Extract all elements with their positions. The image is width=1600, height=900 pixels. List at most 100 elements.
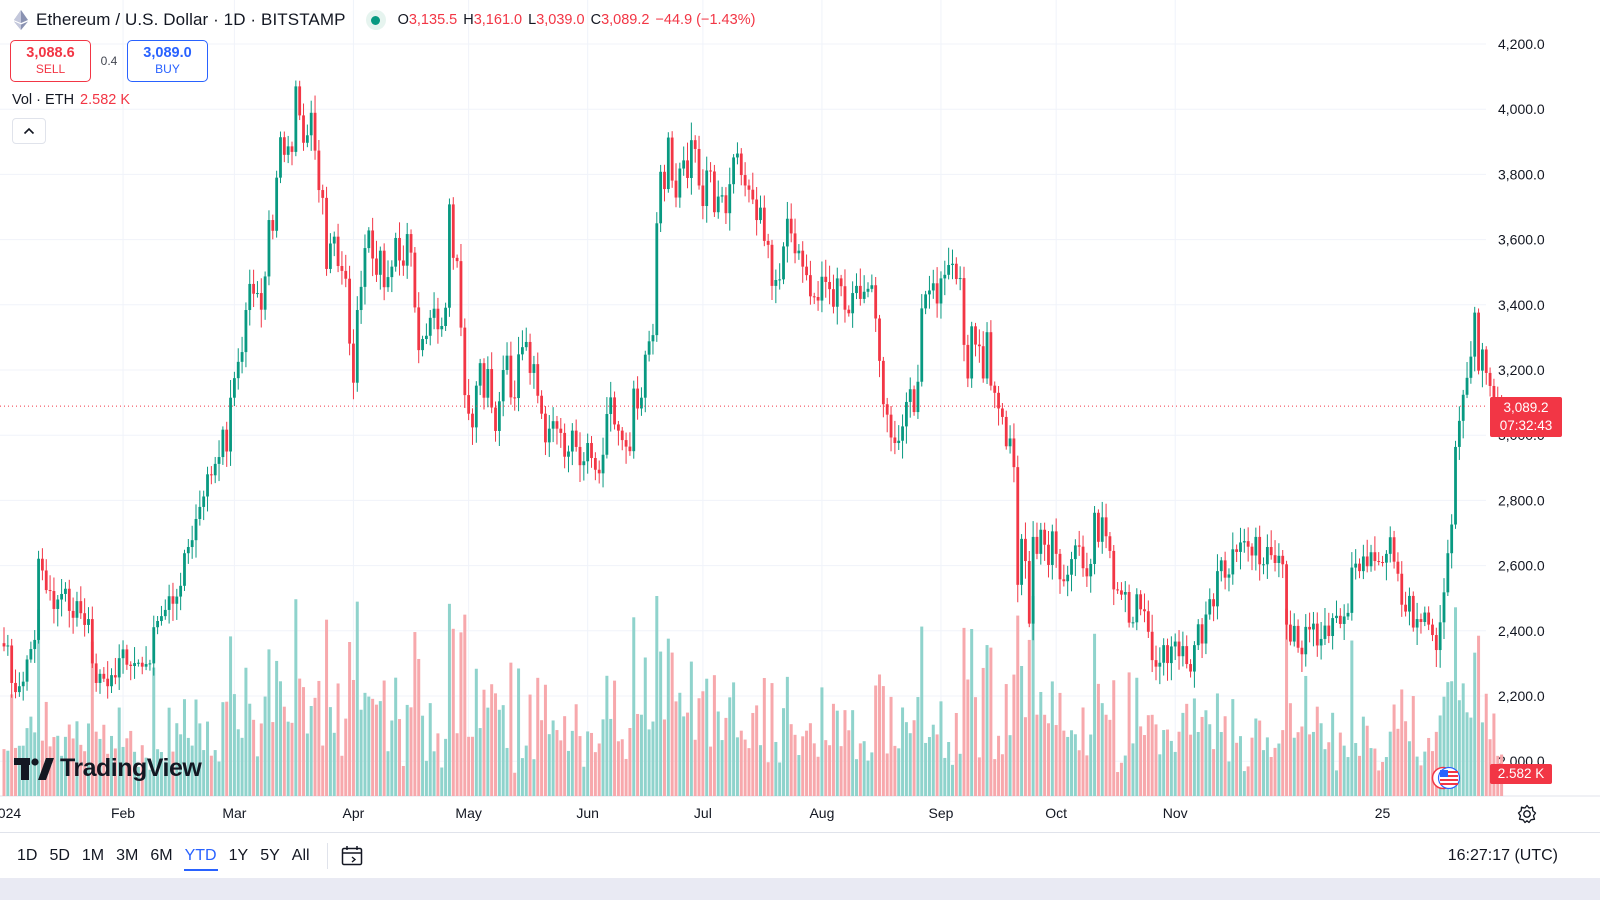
range-button-all[interactable]: All [291, 846, 310, 864]
volume-bar [1269, 756, 1273, 796]
candle [478, 358, 482, 396]
volume-bar [1043, 714, 1047, 796]
volume-bar [52, 737, 56, 796]
volume-bar [1454, 607, 1458, 796]
volume-bar [432, 751, 436, 796]
symbol-title[interactable]: Ethereum / U.S. Dollar · 1D · BITSTAMP [36, 10, 346, 29]
volume-bar [217, 761, 221, 796]
candle [1185, 635, 1189, 669]
candle [394, 232, 398, 272]
price-chart[interactable]: 4,200.0 4,000.0 3,800.0 3,600.0 3,400.0 3,200… [0, 0, 1600, 832]
volume-bar [655, 596, 659, 796]
volume-legend[interactable]: Vol · ETH 2.582 K [12, 92, 130, 108]
candle [916, 364, 920, 419]
range-button-3m[interactable]: 3M [116, 846, 139, 864]
candle [636, 376, 639, 420]
candle [1392, 530, 1396, 569]
candle [1373, 536, 1377, 571]
candle [494, 401, 497, 442]
volume-bar [275, 660, 279, 796]
range-button-1d[interactable]: 1D [17, 846, 38, 864]
candle [590, 436, 593, 468]
range-button-1y[interactable]: 1Y [228, 846, 249, 864]
volume-bar [1311, 731, 1315, 796]
range-button-ytd[interactable]: YTD [180, 839, 222, 873]
candle [1127, 584, 1131, 628]
candle [547, 415, 551, 457]
volume-bar [1154, 724, 1158, 796]
candle [305, 124, 309, 148]
collapse-legend-button[interactable] [12, 118, 46, 144]
candle [785, 201, 789, 263]
candle [1181, 631, 1185, 667]
candle [344, 254, 348, 288]
candle [1004, 410, 1008, 450]
volume-bar [758, 745, 762, 796]
volume-bar [1354, 743, 1358, 796]
volume-bar [60, 755, 64, 796]
volume-bar [259, 723, 263, 796]
candle [1323, 607, 1327, 645]
candle [390, 260, 394, 293]
candle [736, 142, 739, 165]
candle [1442, 578, 1446, 640]
candle [1358, 558, 1361, 579]
candle [1027, 550, 1031, 628]
candle [1200, 618, 1204, 659]
candle [501, 355, 505, 417]
candle [728, 167, 732, 231]
volume-bar [678, 692, 682, 796]
candle [839, 274, 843, 297]
gear-icon[interactable] [1516, 803, 1538, 825]
candle [1219, 557, 1223, 582]
volume-bar [1089, 734, 1093, 796]
volume-bar [1146, 715, 1150, 796]
volume-bar [1054, 725, 1058, 796]
candle [1300, 640, 1304, 672]
volume-bar [494, 693, 498, 796]
range-button-5y[interactable]: 5Y [260, 846, 280, 864]
candle [820, 261, 824, 313]
tradingview-logo[interactable]: TradingView [14, 754, 202, 783]
candle [981, 331, 985, 383]
volume-bar [601, 719, 605, 796]
sell-button[interactable]: 3,088.6 SELL [10, 40, 91, 82]
volume-bar [597, 743, 601, 796]
volume-bar [1281, 730, 1285, 796]
candle [83, 598, 87, 637]
volume-bar [1192, 698, 1196, 796]
range-button-6m[interactable]: 6M [150, 846, 173, 864]
volume-bar [931, 724, 935, 796]
candle [417, 292, 421, 364]
volume-bar [209, 755, 213, 796]
trade-panel: 3,088.6 SELL 0.4 3,089.0 BUY [10, 40, 208, 82]
volume-bar [1381, 761, 1385, 796]
candle [1388, 526, 1392, 563]
range-button-1m[interactable]: 1M [81, 846, 105, 864]
candle [874, 276, 878, 332]
volume-bar [1189, 734, 1193, 796]
market-status-icon[interactable] [365, 10, 386, 30]
volume-bar [44, 701, 48, 796]
utc-clock[interactable]: 16:27:17 (UTC) [1447, 847, 1558, 864]
volume-bar [290, 722, 294, 796]
candle [962, 266, 966, 362]
candle [371, 217, 375, 277]
volume-bar [1116, 772, 1120, 796]
volume-bar [801, 736, 805, 796]
candle [256, 281, 259, 298]
calendar-icon[interactable] [338, 842, 366, 870]
candle [1250, 543, 1254, 571]
candle [1231, 532, 1235, 585]
range-button-5d[interactable]: 5D [49, 846, 70, 864]
buy-button[interactable]: 3,089.0 BUY [127, 40, 208, 82]
toolbar-divider [326, 842, 328, 869]
volume-bar [1262, 750, 1266, 796]
candle [148, 659, 152, 671]
price-tick-label: 4,200.0 [1498, 36, 1545, 52]
volume-bar [543, 684, 547, 796]
close-value: 3,089.2 [601, 12, 650, 28]
us-flag-icon[interactable] [1430, 766, 1462, 790]
candle [1473, 306, 1477, 372]
